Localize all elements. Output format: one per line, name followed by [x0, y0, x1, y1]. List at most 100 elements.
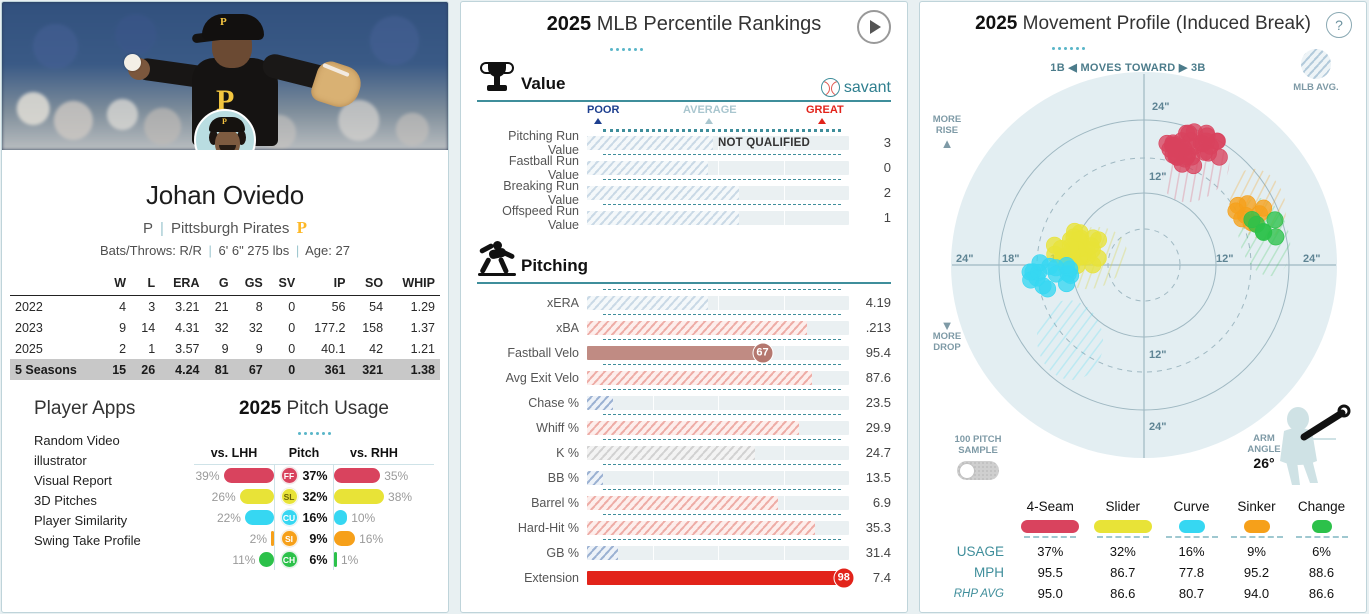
player-app-link[interactable]: 3D Pitches: [34, 492, 97, 508]
swatch-underline: [1024, 536, 1077, 538]
direction-1b: 1B: [1050, 62, 1065, 74]
percentile-row[interactable]: BB % 13.5: [477, 464, 891, 490]
metric-label: Fastball Velo: [507, 345, 579, 360]
mlb-avg-label: MLB AVG.: [1293, 82, 1339, 93]
pitch-color-swatch: [1311, 520, 1332, 533]
row-divider: [603, 339, 841, 340]
col-pitch: Pitch: [288, 446, 320, 460]
row-divider: [603, 204, 841, 205]
percentile-row[interactable]: Avg Exit Velo 87.6: [477, 364, 891, 390]
percentile-row[interactable]: xBA .213: [477, 314, 891, 340]
metric-value: 35.3: [865, 520, 891, 535]
pitching-section-title: Pitching: [521, 256, 589, 275]
usage-rhh-bar: [334, 552, 337, 567]
player-app-link[interactable]: Swing Take Profile: [34, 532, 141, 548]
percentile-track: [587, 160, 849, 175]
question-mark-icon: ?: [1335, 17, 1343, 33]
separator: |: [295, 243, 300, 258]
svg-text:18": 18": [1002, 253, 1019, 265]
percentile-row[interactable]: Barrel % 6.9: [477, 489, 891, 515]
percentile-row[interactable]: Fastball Velo 67 95.4: [477, 339, 891, 365]
usage-lhh-bar: [244, 510, 274, 525]
metric-label: Fastball Run Value: [508, 153, 579, 182]
percentile-track: [587, 185, 849, 200]
stats-cell: 2: [119, 341, 127, 356]
percentile-row[interactable]: Hard-Hit % 35.3: [477, 514, 891, 540]
percentile-track: [587, 545, 849, 560]
svg-text:12": 12": [1149, 171, 1166, 183]
stats-col-year: [10, 274, 102, 296]
player-apps: Player Apps Random Video illustrator Visua…: [16, 398, 194, 570]
percentile-scale: POOR AVERAGE GREAT: [477, 104, 891, 130]
percentile-fill: [587, 185, 739, 200]
percentile-row[interactable]: K % 24.7: [477, 439, 891, 465]
percentile-row[interactable]: GB % 31.4: [477, 539, 891, 565]
usage-overall-pct: 37%: [302, 468, 328, 483]
percentile-row[interactable]: Extension 98 7.4: [477, 565, 891, 590]
stats-cell: 32: [248, 320, 263, 335]
metric-label: Whiff %: [536, 420, 579, 435]
percentile-row[interactable]: Fastball Run Value 0: [477, 153, 891, 182]
metric-value: 3: [883, 135, 891, 150]
percentile-fill: [587, 520, 815, 535]
table-row: 2022 4 3 3.21 21 8 0 56 54 1.29: [10, 296, 440, 318]
player-app-link[interactable]: Random Video: [34, 432, 120, 448]
stats-cell: 177.2: [314, 320, 346, 335]
help-button[interactable]: ?: [1326, 12, 1352, 38]
metric-label: GB %: [546, 545, 579, 560]
row-divider: [603, 489, 841, 490]
percentile-row[interactable]: Breaking Run Value 2: [477, 179, 891, 207]
metric-value: 4.19: [865, 295, 891, 310]
pitch-swatch-cell: [1289, 517, 1354, 541]
stats-cell: 361: [324, 362, 346, 377]
stats-col-G: G: [218, 276, 229, 290]
metric-value: 2: [883, 185, 891, 200]
stats-cell: 1: [148, 341, 156, 356]
percentile-fill: [587, 420, 800, 435]
percentile-bubble: 98: [833, 567, 855, 588]
mlb-avg-swatch-icon: [1301, 49, 1331, 79]
swatch-underline: [1295, 536, 1348, 538]
lower-section: Player Apps Random Video illustrator Visua…: [2, 398, 448, 570]
pitch-mph-value: 88.6: [1308, 565, 1335, 580]
pitch-mph-value: 77.8: [1178, 565, 1205, 580]
usage-lhh: 39%: [194, 468, 274, 483]
percentile-row[interactable]: xERA 4.19: [477, 289, 891, 315]
stats-cell: 3.21: [175, 299, 200, 314]
player-position: P: [143, 220, 153, 237]
pitch-table-header: 4-Seam Slider Curve Sinker Change: [934, 496, 1354, 517]
pitch-sample-toggle[interactable]: [957, 461, 999, 480]
player-app-link[interactable]: Player Similarity: [34, 512, 128, 528]
row-divider: [603, 389, 841, 390]
row-divider: [603, 439, 841, 440]
play-button[interactable]: [857, 10, 891, 44]
pitch-color-swatch: [1093, 520, 1152, 533]
percentile-row[interactable]: Pitching Run Value NOT QUALIFIED 3: [477, 129, 891, 157]
value-section-header: Value savant: [477, 62, 891, 102]
scale-label-poor: POOR: [587, 104, 620, 116]
metric-label: Avg Exit Velo: [505, 370, 579, 385]
percentile-fill: [587, 210, 739, 225]
col-vs-lhh: vs. LHH: [210, 446, 258, 460]
swatch-underline: [1230, 536, 1283, 538]
more-rise-line1: MORE: [932, 114, 962, 125]
percentile-row[interactable]: Whiff % 29.9: [477, 414, 891, 440]
pitch-mph-value: 95.2: [1243, 565, 1270, 580]
percentile-track: 67: [587, 342, 849, 363]
pitch-mph-value: 95.5: [1037, 565, 1063, 580]
usage-lhh-pct: 39%: [195, 468, 220, 483]
row-divider: [603, 289, 841, 290]
player-app-link[interactable]: illustrator: [34, 452, 87, 468]
player-app-link[interactable]: Visual Report: [34, 472, 112, 488]
percentile-row[interactable]: Chase % 23.5: [477, 389, 891, 415]
pitch-usage-row: 26% SL 32% 38%: [194, 486, 434, 507]
not-qualified-note: NOT QUALIFIED: [718, 136, 811, 149]
percentile-row[interactable]: Offspeed Run Value 1: [477, 204, 891, 232]
stats-cell: 54: [369, 299, 384, 314]
pitch-color-swatch: [1243, 520, 1270, 533]
row-divider: [603, 154, 841, 155]
pitcher-photo: P P: [124, 6, 366, 150]
pitch-rhp_avg-value: 95.0: [1037, 586, 1063, 601]
movement-scatter-plot[interactable]: 24" 12" 12" 24" 24" 18" 12" 12" 24": [920, 62, 1366, 462]
usage-pitch: SL 32%: [274, 486, 334, 507]
